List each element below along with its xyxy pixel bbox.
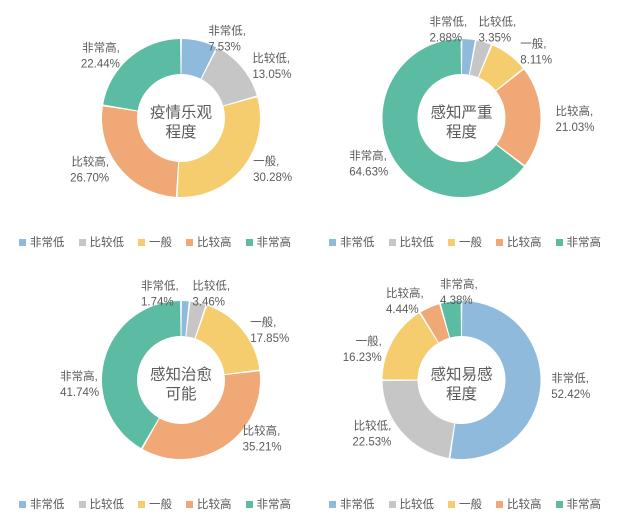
svg-text:疫情乐观: 疫情乐观	[150, 104, 212, 122]
svg-text:8.11%: 8.11%	[520, 55, 552, 67]
svg-text:一般,: 一般,	[356, 334, 382, 348]
svg-text:非常高,: 非常高,	[60, 369, 98, 383]
svg-text:3.35%: 3.35%	[479, 33, 512, 45]
svg-text:4.38%: 4.38%	[440, 295, 473, 307]
svg-text:比较高,: 比较高,	[556, 104, 594, 118]
svg-text:30.28%: 30.28%	[253, 172, 292, 184]
svg-text:感知严重: 感知严重	[430, 104, 492, 122]
svg-text:7.53%: 7.53%	[208, 41, 241, 53]
svg-text:非常低,: 非常低,	[208, 24, 246, 37]
svg-text:2.88%: 2.88%	[430, 33, 463, 45]
svg-text:一般,: 一般,	[253, 154, 279, 168]
svg-text:41.74%: 41.74%	[60, 387, 99, 399]
svg-text:4.44%: 4.44%	[386, 304, 419, 316]
svg-text:比较低,: 比较低,	[192, 279, 230, 293]
svg-text:比较低,: 比较低,	[252, 51, 290, 65]
svg-text:16.23%: 16.23%	[343, 352, 382, 364]
svg-text:22.53%: 22.53%	[352, 437, 391, 449]
svg-text:程度: 程度	[446, 385, 477, 403]
svg-text:非常高,: 非常高,	[82, 41, 120, 55]
svg-text:比较高,: 比较高,	[71, 154, 109, 168]
svg-text:程度: 程度	[446, 123, 477, 141]
svg-text:13.05%: 13.05%	[252, 69, 291, 81]
svg-text:感知治愈: 感知治愈	[150, 366, 212, 384]
svg-text:非常高,: 非常高,	[440, 277, 478, 291]
svg-text:22.44%: 22.44%	[81, 59, 120, 71]
svg-text:程度: 程度	[165, 123, 196, 141]
svg-text:非常高,: 非常高,	[349, 149, 387, 163]
svg-text:一般,: 一般,	[250, 315, 276, 329]
svg-text:非常低,: 非常低,	[141, 280, 179, 293]
svg-text:21.03%: 21.03%	[556, 122, 595, 134]
svg-text:比较高,: 比较高,	[243, 424, 281, 438]
svg-text:52.42%: 52.42%	[551, 389, 590, 401]
svg-text:35.21%: 35.21%	[243, 442, 282, 454]
svg-text:比较低,: 比较低,	[479, 15, 517, 29]
svg-text:64.63%: 64.63%	[349, 167, 388, 179]
svg-text:可能: 可能	[165, 385, 196, 403]
svg-text:比较低,: 比较低,	[354, 419, 392, 433]
svg-text:26.70%: 26.70%	[70, 172, 109, 184]
svg-text:1.74%: 1.74%	[141, 297, 174, 309]
svg-text:非常低,: 非常低,	[551, 372, 589, 385]
svg-text:感知易感: 感知易感	[430, 366, 492, 384]
svg-text:3.46%: 3.46%	[192, 297, 225, 309]
svg-text:一般,: 一般,	[520, 37, 546, 51]
svg-text:比较高,: 比较高,	[386, 286, 424, 300]
svg-text:非常低,: 非常低,	[430, 16, 468, 29]
svg-text:17.85%: 17.85%	[250, 333, 289, 345]
